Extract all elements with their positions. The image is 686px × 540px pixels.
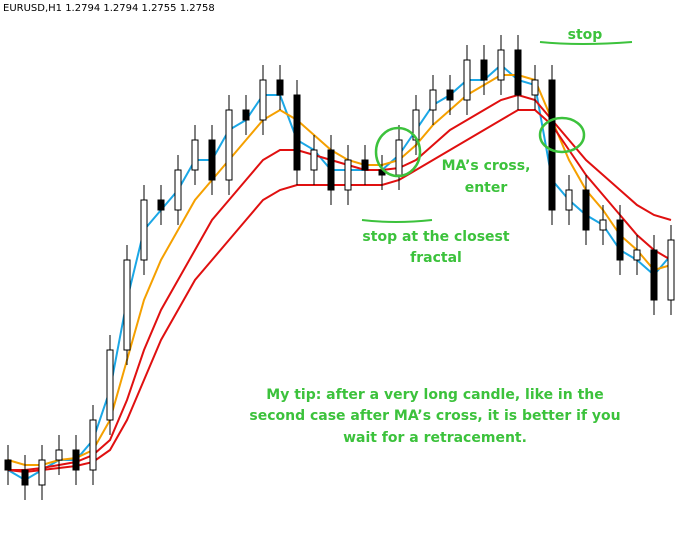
annotation: My tip: after a very long candle, like i… [266, 387, 603, 403]
candle-body [242, 109, 250, 121]
candle-body [616, 219, 624, 261]
ma-line [8, 93, 672, 471]
candle-body [446, 89, 454, 101]
candle-body [276, 79, 284, 96]
annotation: enter [465, 180, 508, 196]
candle-body [123, 259, 131, 351]
candle-body [327, 149, 335, 191]
candle-body [21, 469, 29, 486]
candle-body [38, 459, 46, 486]
annotation: second case after MA’s cross, it is bett… [249, 408, 620, 424]
ma-line [7, 74, 672, 466]
annotation: stop [568, 27, 603, 43]
ma-line [7, 109, 672, 474]
candle-body [633, 249, 641, 261]
candle-body [395, 139, 403, 176]
candle-body [514, 49, 522, 96]
annotation: stop at the closest [362, 229, 509, 245]
stop-line [539, 41, 633, 45]
candle-body [174, 169, 182, 211]
candle-body [191, 139, 199, 171]
candle-body [463, 59, 471, 101]
annotation: wait for a retracement. [343, 430, 527, 446]
candle-body [259, 79, 267, 121]
fractal-line [361, 219, 433, 223]
candle-body [72, 449, 80, 471]
candle-body [140, 199, 148, 261]
candle-body [208, 139, 216, 181]
candle-body [4, 459, 12, 471]
candle-body [293, 94, 301, 171]
annotation: MA’s cross, [442, 158, 531, 174]
candle-body [106, 349, 114, 421]
candle-body [582, 189, 590, 231]
ma-line [7, 63, 672, 482]
candle-body [480, 59, 488, 81]
candle-body [344, 159, 352, 191]
candle-body [531, 79, 539, 96]
candle-body [55, 449, 63, 461]
candle-body [565, 189, 573, 211]
candle-body [650, 249, 658, 301]
candle-body [361, 159, 369, 171]
candle-body [497, 49, 505, 81]
candle-body [310, 149, 318, 171]
candle-body [225, 109, 233, 181]
cross-circle [374, 126, 422, 178]
candle-body [157, 199, 165, 211]
chart-title: EURUSD,H1 1.2794 1.2794 1.2755 1.2758 [3, 3, 215, 14]
candle-body [429, 89, 437, 111]
cross-circle [538, 116, 586, 154]
candle-body [667, 239, 675, 301]
annotation: fractal [410, 250, 462, 266]
candle-body [599, 219, 607, 231]
plot [4, 35, 675, 500]
candle-body [89, 419, 97, 471]
candle-body [548, 79, 556, 211]
